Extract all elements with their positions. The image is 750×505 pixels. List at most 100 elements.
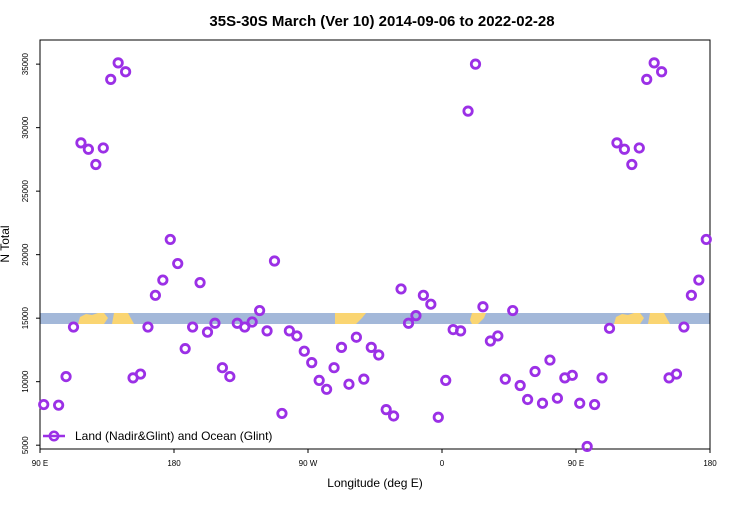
data-point <box>693 274 705 286</box>
data-point <box>335 341 348 353</box>
data-point <box>380 404 392 416</box>
data-point <box>670 368 683 380</box>
data-point <box>313 374 325 387</box>
data-point <box>97 142 109 154</box>
data-point <box>179 343 191 355</box>
data-point <box>551 392 563 404</box>
y-tick-label: 5000 <box>21 436 30 454</box>
data-point <box>544 354 556 366</box>
data-point <box>633 142 645 154</box>
data-point <box>566 369 578 381</box>
land-patch <box>648 313 670 324</box>
data-point <box>417 289 429 301</box>
data-point <box>641 73 653 85</box>
data-point <box>149 289 161 301</box>
x-axis: 90 E 180 90 W 0 90 E 180 <box>32 449 717 468</box>
y-tick-label: 30000 <box>21 116 30 139</box>
data-point <box>648 57 660 69</box>
land-patch <box>470 313 486 324</box>
x-tick-label: 180 <box>167 459 181 468</box>
data-point <box>611 137 623 149</box>
data-point <box>187 321 199 333</box>
data-point <box>589 398 601 411</box>
data-point <box>268 255 281 267</box>
chart-title: 35S-30S March (Ver 10) 2014-09-06 to 202… <box>209 13 554 30</box>
data-point <box>626 158 638 171</box>
data-point <box>261 325 273 337</box>
data-point <box>462 105 474 117</box>
data-point <box>75 137 87 149</box>
data-point <box>67 321 80 333</box>
land-patch <box>614 313 644 324</box>
data-point <box>194 277 206 289</box>
data-point <box>358 373 370 385</box>
land-ocean-strip <box>40 313 710 324</box>
data-point <box>246 316 258 328</box>
y-axis-label: N Total <box>0 225 12 262</box>
data-point <box>395 283 407 295</box>
data-point <box>90 158 102 171</box>
data-point <box>306 357 318 369</box>
y-axis: 5000 10000 15000 20000 25000 30000 35000 <box>21 52 40 454</box>
data-point <box>157 274 169 286</box>
x-tick-label: 90 W <box>299 459 318 468</box>
data-point <box>656 66 668 78</box>
data-point <box>440 374 452 387</box>
data-point <box>507 304 519 317</box>
data-point <box>291 330 303 342</box>
data-point <box>105 73 117 85</box>
data-point <box>172 257 184 270</box>
data-point <box>321 383 333 395</box>
data-point <box>402 317 415 329</box>
y-tick-label: 35000 <box>21 52 30 75</box>
x-tick-label: 90 E <box>568 459 584 468</box>
data-point <box>38 398 50 411</box>
y-tick-label: 20000 <box>21 243 30 266</box>
legend-label: Land (Nadir&Glint) and Ocean (Glint) <box>75 429 272 443</box>
data-point <box>685 289 697 301</box>
data-point <box>112 57 124 69</box>
data-point <box>425 298 437 310</box>
data-point <box>529 365 541 378</box>
y-tick-label: 15000 <box>21 306 30 329</box>
data-point <box>388 410 400 422</box>
data-point <box>618 143 630 155</box>
data-point <box>373 349 385 361</box>
land-patch <box>78 313 108 324</box>
data-point <box>283 325 295 337</box>
data-point <box>469 58 482 70</box>
data-point <box>134 368 147 380</box>
data-point <box>536 397 549 409</box>
data-point <box>581 440 593 453</box>
data-point <box>201 326 214 338</box>
data-point <box>224 370 236 383</box>
data-point <box>603 322 616 334</box>
data-point <box>209 317 221 329</box>
x-tick-label: 180 <box>703 459 717 468</box>
data-point <box>484 335 496 347</box>
data-point <box>410 310 422 322</box>
legend: Land (Nadir&Glint) and Ocean (Glint) <box>43 429 272 443</box>
data-point <box>298 345 310 357</box>
data-point <box>477 301 489 313</box>
data-point <box>365 341 377 353</box>
plot-frame <box>39 39 711 450</box>
data-point <box>455 325 467 337</box>
x-tick-label: 0 <box>440 459 445 468</box>
data-point <box>216 362 228 374</box>
data-point <box>328 362 340 374</box>
land-patch <box>335 313 366 324</box>
data-point <box>60 370 72 383</box>
data-point <box>499 373 511 385</box>
x-tick-label: 90 E <box>32 459 48 468</box>
data-point <box>350 331 362 343</box>
data-point <box>678 321 690 333</box>
x-axis-label: Longitude (deg E) <box>327 476 422 490</box>
ocean-band <box>40 313 710 324</box>
land-patch <box>112 313 134 324</box>
data-point <box>239 321 251 333</box>
legend-marker <box>48 430 60 442</box>
data-point <box>120 66 132 78</box>
